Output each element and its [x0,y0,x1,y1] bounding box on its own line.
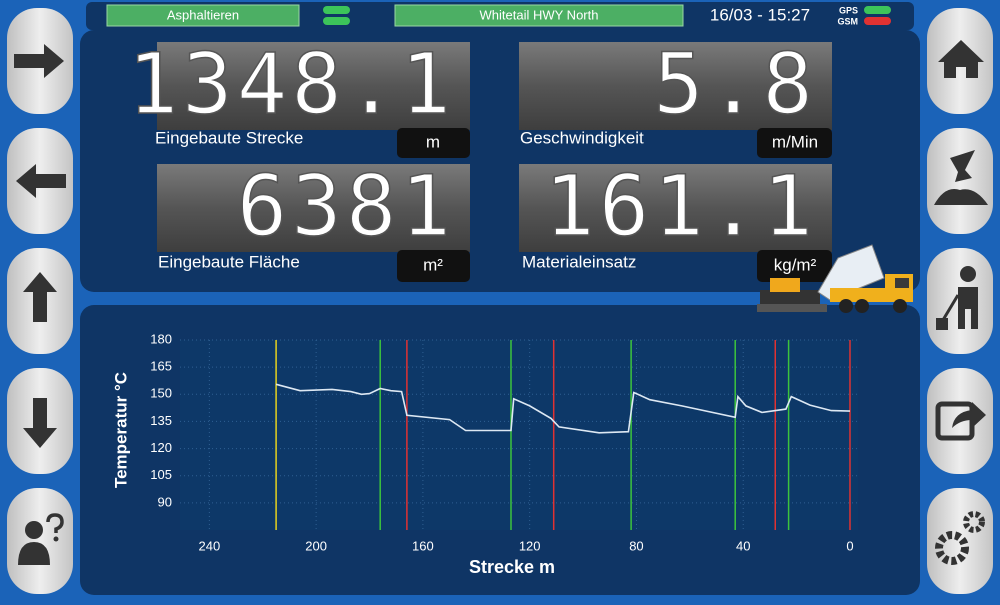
x-axis-label: Strecke m [469,557,555,577]
unit-box [757,250,832,282]
display-3: 6381 m² Eingebaute Fläche [157,156,470,282]
icon-arrow-left [16,164,66,198]
display-4: 161.1 kg/m² Materialeinsatz [519,156,832,282]
button-settings[interactable] [927,488,993,594]
x-tick-label: 0 [846,538,853,553]
icon-dump [950,150,975,182]
display-value: 161.1 [544,157,817,255]
truck-illustration [757,244,913,313]
unit: m [426,132,440,151]
gps-label: GPS [839,5,858,15]
x-tick-label: 40 [736,538,750,553]
project: Whitetail HWY North [480,7,599,22]
unit: m² [423,255,443,274]
indicator [323,6,350,14]
icon-pile [934,189,988,205]
display-value: 1348.1 [128,35,455,133]
datetime: 16/03 - 15:27 [710,5,810,24]
gps-indicator [864,6,891,14]
unit-box [397,250,470,282]
display-2: 5.8 m/Min Geschwindigkeit [519,34,832,158]
paver-screed [757,304,827,312]
plot-area [180,340,858,530]
mode-field[interactable] [106,4,300,27]
project-field[interactable] [394,4,684,27]
display-panel [157,42,470,130]
data-line [275,383,851,434]
wheel [893,299,907,313]
y-tick-label: 90 [158,494,172,509]
icon-arrow-right [14,44,64,78]
label: Eingebaute Fläche [158,252,300,271]
icon-user [18,542,50,565]
icon-worker [960,266,976,282]
truck-bed [817,244,885,301]
y-axis-label: Temperatur °C [111,372,130,488]
label: Materialeinsatz [522,252,636,271]
display-panel [519,164,832,252]
chart: 90 105 120 135 150 165 180 240 200 160 120 80 40 0 [150,331,858,553]
left-buttons [7,8,73,594]
wheel [839,299,853,313]
display-panel [519,42,832,130]
truck-window [895,278,909,288]
icon-arrow-down [23,398,57,448]
unit: m/Min [772,132,818,151]
icon-worker [958,287,978,329]
wheel [855,299,869,313]
right-buttons [927,8,993,594]
unit-box [757,128,832,158]
x-tick-label: 120 [519,538,541,553]
display-value: 6381 [237,157,455,255]
icon-export [952,402,986,428]
x-tick-label: 240 [199,538,221,553]
x-tick-label: 80 [629,538,643,553]
button-dump[interactable] [927,128,993,234]
button-help[interactable] [7,488,73,594]
indicator [323,17,350,25]
truck-frame [830,288,892,302]
y-tick-label: 180 [150,331,172,346]
label: Geschwindigkeit [520,128,644,147]
icon-home [938,40,984,78]
paver [770,278,800,292]
display-panel [157,164,470,252]
icon-shovel [941,294,960,321]
gsm-label: GSM [837,16,858,26]
y-tick-label: 120 [150,440,172,455]
x-tick-label: 200 [305,538,327,553]
y-tick-label: 135 [150,413,172,428]
label: Eingebaute Strecke [155,128,303,147]
icon-question [53,536,59,542]
icon-shovel [936,318,948,330]
icon-arrow-up [23,272,57,322]
x-tick-label: 160 [412,538,434,553]
y-tick-label: 165 [150,359,172,374]
icon-question [46,513,64,533]
y-tick-label: 150 [150,386,172,401]
icon-gear [963,511,985,533]
gsm-indicator [864,17,891,25]
display-value: 5.8 [653,35,817,133]
icon-gear [935,531,969,565]
icon-user [25,521,43,539]
display-1: 1348.1 m Eingebaute Strecke [127,34,470,158]
unit-box [397,128,470,158]
unit: kg/m² [774,255,817,274]
mode: Asphaltieren [167,7,239,22]
paver [760,290,820,308]
y-tick-label: 105 [150,467,172,482]
